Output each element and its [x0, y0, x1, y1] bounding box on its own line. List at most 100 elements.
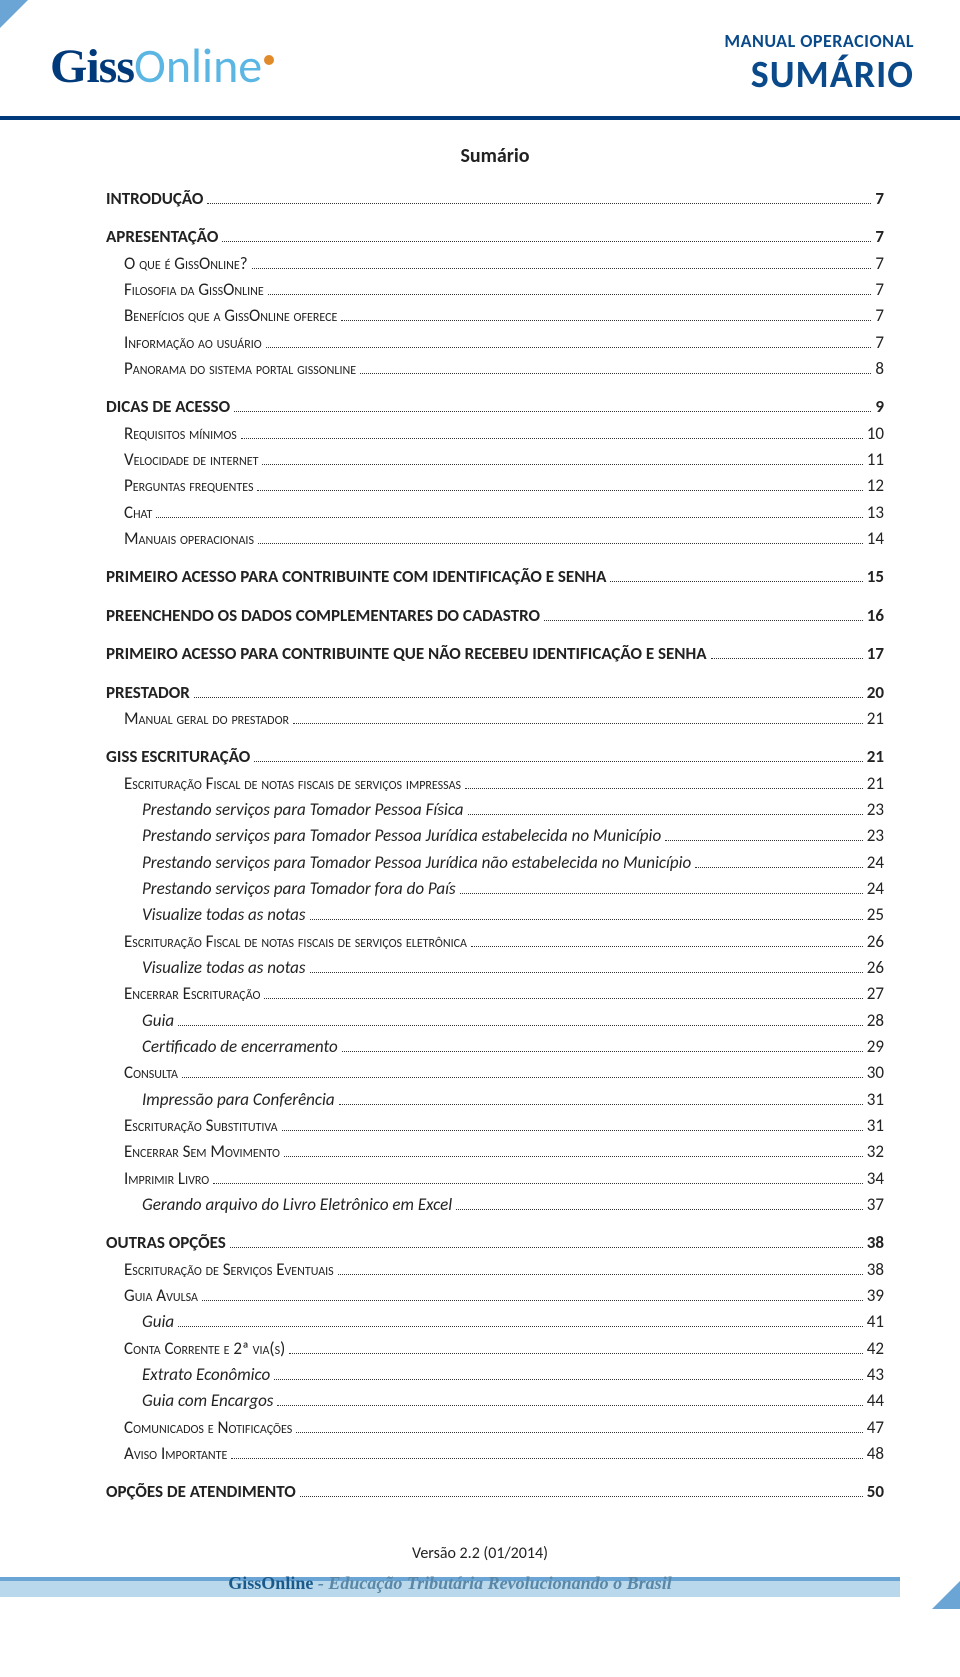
toc-page: 27	[867, 981, 884, 1007]
toc-leader	[468, 803, 863, 815]
toc-page: 20	[867, 680, 884, 706]
toc-row[interactable]: Extrato Econômico43	[106, 1362, 884, 1388]
logo-dot-icon	[264, 55, 274, 65]
toc-row[interactable]: O que é GissOnline?7	[106, 251, 884, 277]
toc-row[interactable]: Benefícios que a GissOnline oferece7	[106, 303, 884, 329]
toc-leader	[300, 1486, 863, 1498]
toc-row[interactable]: Guia com Encargos44	[106, 1388, 884, 1414]
toc-row[interactable]: PRIMEIRO ACESSO PARA CONTRIBUINTE COM ID…	[106, 564, 884, 590]
toc-row[interactable]: PRESTADOR20	[106, 680, 884, 706]
toc-row[interactable]: Prestando serviços para Tomador Pessoa J…	[106, 850, 884, 876]
toc-row[interactable]: Escrituração Fiscal de notas fiscais de …	[106, 771, 884, 797]
toc-row[interactable]: Informação ao usuário7	[106, 330, 884, 356]
toc-leader	[665, 829, 863, 841]
toc-page: 7	[875, 251, 884, 277]
toc-row[interactable]: Velocidade de internet11	[106, 447, 884, 473]
toc-row[interactable]: Chat13	[106, 500, 884, 526]
toc-row[interactable]: Guia 28	[106, 1008, 884, 1034]
toc-page: 8	[875, 356, 884, 382]
toc-row[interactable]: Visualize todas as notas25	[106, 902, 884, 928]
toc-row[interactable]: DICAS DE ACESSO9	[106, 394, 884, 420]
toc-leader	[268, 283, 872, 295]
toc-page: 9	[875, 394, 884, 420]
page-title: Sumário	[106, 144, 884, 168]
toc-label: Velocidade de internet	[124, 447, 258, 473]
toc-page: 7	[875, 224, 884, 250]
toc-label: Encerrar Sem Movimento	[124, 1139, 280, 1165]
toc-row[interactable]: Manual geral do prestador21	[106, 706, 884, 732]
toc-page: 39	[867, 1283, 884, 1309]
toc-page: 24	[867, 850, 884, 876]
toc-leader	[277, 1395, 862, 1407]
toc-leader	[202, 1289, 863, 1301]
toc-page: 7	[875, 303, 884, 329]
toc-page: 7	[875, 277, 884, 303]
toc-row[interactable]: Gerando arquivo do Livro Eletrônico em E…	[106, 1192, 884, 1218]
toc-row[interactable]: Encerrar Escrituração27	[106, 981, 884, 1007]
header-right-block: MANUAL OPERACIONAL SUMÁRIO	[724, 30, 914, 98]
toc-row[interactable]: INTRODUÇÃO7	[106, 186, 884, 212]
toc-row[interactable]: Prestando serviços para Tomador Pessoa F…	[106, 797, 884, 823]
toc-row[interactable]: Impressão para Conferência31	[106, 1087, 884, 1113]
toc-page: 29	[867, 1034, 884, 1060]
toc-row[interactable]: Comunicados e Notificações47	[106, 1415, 884, 1441]
toc-row[interactable]: Imprimir Livro34	[106, 1166, 884, 1192]
toc-row[interactable]: Escrituração Substitutiva31	[106, 1113, 884, 1139]
toc-page: 24	[867, 876, 884, 902]
toc-leader	[178, 1014, 863, 1026]
toc-leader	[342, 1040, 863, 1052]
toc-row[interactable]: Escrituração Fiscal de notas fiscais de …	[106, 929, 884, 955]
toc-label: Guia com Encargos	[142, 1388, 273, 1414]
toc-label: Escrituração Fiscal de notas fiscais de …	[124, 929, 467, 955]
toc-row[interactable]: Prestando serviços para Tomador Pessoa J…	[106, 823, 884, 849]
toc-page: 43	[867, 1362, 884, 1388]
toc-page: 31	[867, 1087, 884, 1113]
toc-row[interactable]: PRIMEIRO ACESSO PARA CONTRIBUINTE QUE NÃ…	[106, 641, 884, 667]
toc-label: Escrituração de Serviços Eventuais	[124, 1257, 334, 1283]
toc-row[interactable]: GISS ESCRITURAÇÃO 21	[106, 744, 884, 770]
toc-page: 13	[867, 500, 884, 526]
sumario-heading: SUMÁRIO	[724, 52, 914, 98]
toc-row[interactable]: Escrituração de Serviços Eventuais 38	[106, 1257, 884, 1283]
toc-label: Informação ao usuário	[124, 330, 262, 356]
version-label: Versão 2.2 (01/2014)	[0, 1544, 960, 1563]
toc-label: PREENCHENDO OS DADOS COMPLEMENTARES DO C…	[106, 603, 540, 629]
logo-brand-online: Online	[134, 36, 262, 95]
toc-row[interactable]: Requisitos mínimos10	[106, 421, 884, 447]
toc-row[interactable]: Prestando serviços para Tomador fora do …	[106, 876, 884, 902]
toc-row[interactable]: PREENCHENDO OS DADOS COMPLEMENTARES DO C…	[106, 603, 884, 629]
toc-row[interactable]: Panorama do sistema portal gissonline8	[106, 356, 884, 382]
toc-row[interactable]: Visualize todas as notas26	[106, 955, 884, 981]
toc-label: PRIMEIRO ACESSO PARA CONTRIBUINTE QUE NÃ…	[106, 641, 707, 667]
toc-label: PRIMEIRO ACESSO PARA CONTRIBUINTE COM ID…	[106, 564, 606, 590]
toc-row[interactable]: Guia41	[106, 1309, 884, 1335]
toc-row[interactable]: Filosofia da GissOnline7	[106, 277, 884, 303]
toc-label: Perguntas frequentes	[124, 473, 253, 499]
toc-leader	[262, 453, 862, 465]
toc-row[interactable]: Conta Corrente e 2ª via(s)42	[106, 1336, 884, 1362]
toc-leader	[471, 935, 863, 947]
toc-row[interactable]: Aviso Importante48	[106, 1441, 884, 1467]
toc-row[interactable]: Guia Avulsa39	[106, 1283, 884, 1309]
toc-row[interactable]: Encerrar Sem Movimento32	[106, 1139, 884, 1165]
toc-page: 28	[867, 1008, 884, 1034]
logo-brand-giss: Giss	[50, 40, 134, 93]
toc-row[interactable]: APRESENTAÇÃO 7	[106, 224, 884, 250]
toc-label: GISS ESCRITURAÇÃO	[106, 744, 250, 770]
toc-row[interactable]: Consulta30	[106, 1060, 884, 1086]
toc-page: 21	[867, 744, 884, 770]
toc-row[interactable]: Certificado de encerramento29	[106, 1034, 884, 1060]
toc-leader	[338, 1263, 863, 1275]
toc-row[interactable]: Manuais operacionais14	[106, 526, 884, 552]
toc-page: 16	[867, 603, 884, 629]
toc-row[interactable]: OPÇÕES DE ATENDIMENTO50	[106, 1479, 884, 1505]
toc-page: 38	[867, 1257, 884, 1283]
logo: GissOnline	[50, 36, 274, 95]
toc-leader	[241, 427, 863, 439]
toc-leader	[194, 686, 863, 698]
toc-label: Guia	[142, 1008, 174, 1034]
toc-label: Imprimir Livro	[124, 1166, 209, 1192]
toc-label: APRESENTAÇÃO	[106, 224, 218, 250]
toc-row[interactable]: Perguntas frequentes12	[106, 473, 884, 499]
toc-row[interactable]: OUTRAS OPÇÕES38	[106, 1230, 884, 1256]
